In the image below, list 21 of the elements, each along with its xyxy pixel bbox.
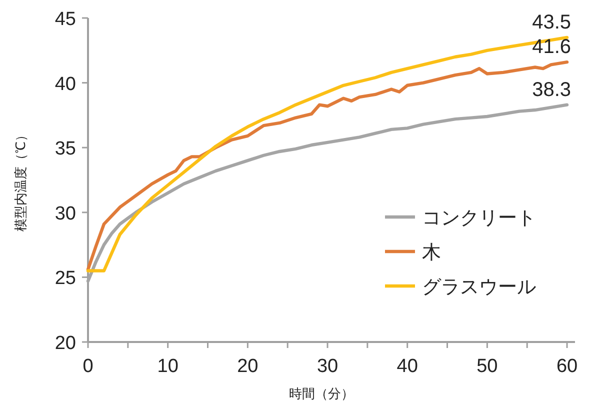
y-tick-label: 25 bbox=[54, 268, 76, 290]
x-tick-label: 60 bbox=[556, 356, 578, 377]
y-tick-label: 45 bbox=[54, 9, 76, 30]
y-tick-label: 30 bbox=[54, 203, 76, 224]
y-tick-label: 20 bbox=[54, 333, 76, 354]
legend-label: コンクリート bbox=[422, 208, 536, 229]
legend-label: グラスウール bbox=[422, 277, 536, 298]
x-tick-label: 10 bbox=[157, 356, 178, 377]
y-axis-title: 模型内温度（℃） bbox=[13, 128, 28, 232]
x-tick-label: 40 bbox=[396, 356, 418, 377]
y-tick-label: 40 bbox=[54, 74, 76, 95]
y-tick-label: 35 bbox=[54, 138, 76, 160]
x-tick-label: 20 bbox=[237, 356, 258, 377]
data-label: 43.5 bbox=[532, 11, 572, 34]
data-label: 38.3 bbox=[532, 78, 572, 101]
legend-label: 木 bbox=[422, 242, 441, 264]
x-tick-label: 0 bbox=[82, 356, 94, 377]
x-axis-title: 時間（分） bbox=[289, 386, 354, 401]
x-tick-label: 30 bbox=[316, 356, 338, 377]
data-label: 41.6 bbox=[532, 36, 572, 58]
x-tick-label: 50 bbox=[476, 356, 498, 377]
